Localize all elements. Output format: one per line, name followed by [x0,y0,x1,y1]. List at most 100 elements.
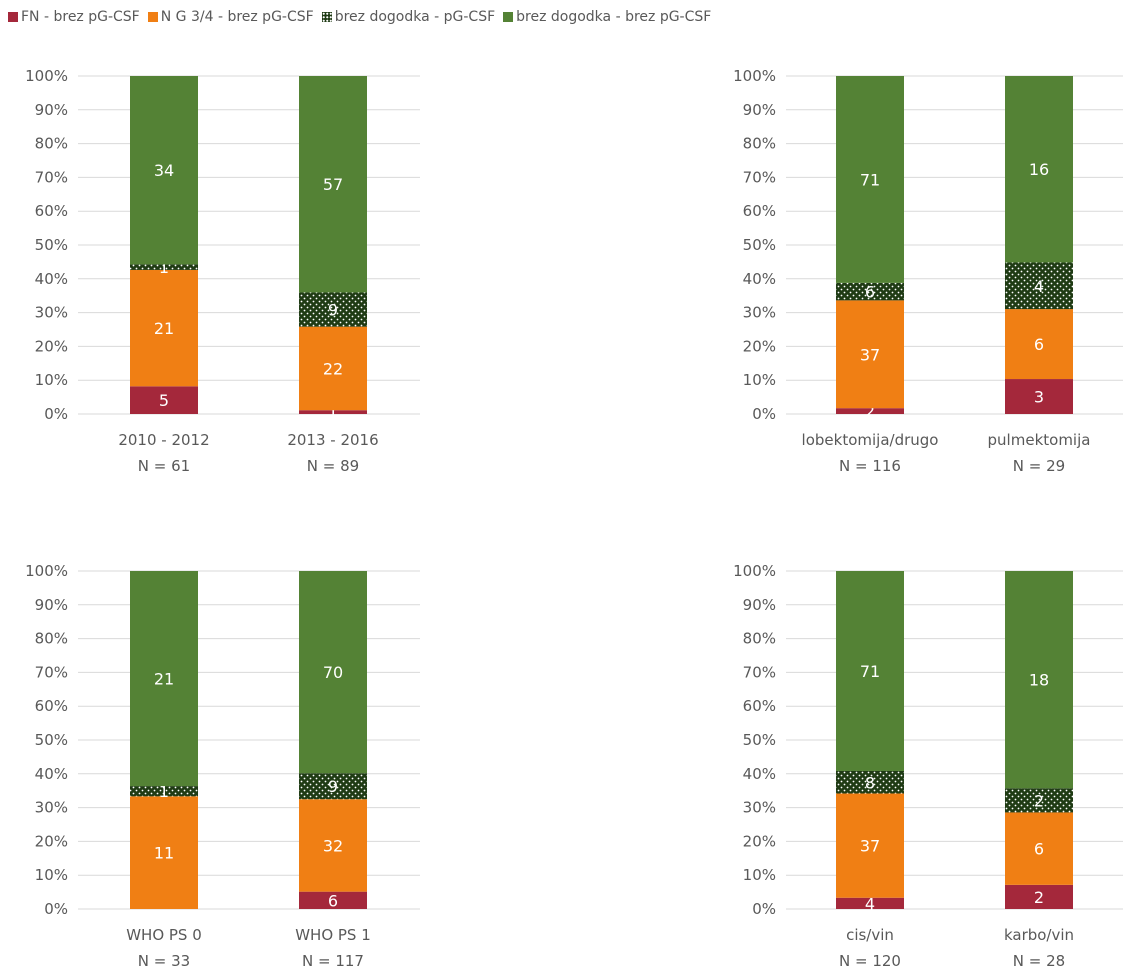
y-tick-label: 80% [743,630,776,648]
data-label: 32 [323,836,343,855]
y-tick-label: 10% [743,866,776,884]
bar-segment [1005,309,1073,380]
y-tick-label: 100% [25,67,68,85]
bar-segment [130,571,198,787]
data-label: 6 [1034,335,1044,354]
legend-swatch [503,12,514,22]
legend-item: FN - brez pG-CSF [8,9,140,25]
data-label: 22 [323,359,343,378]
data-label: 57 [323,175,343,194]
bar-segment [836,282,904,301]
y-tick-label: 40% [35,765,68,783]
y-tick-label: 0% [752,900,776,918]
y-tick-label: 10% [35,371,68,389]
data-label: 70 [323,663,343,682]
y-tick-label: 20% [35,337,68,355]
legend: FN - brez pG-CSF N G 3/4 - brez pG-CSF bre… [8,6,711,28]
data-label: 18 [1029,671,1049,690]
legend-label: brez dogodka - brez pG-CSF [516,9,712,25]
data-label: 6 [865,283,875,302]
data-label: 16 [1029,160,1049,179]
y-tick-label: 50% [743,731,776,749]
data-label: 5 [159,391,169,410]
bar-segment [1005,884,1073,909]
data-label: 4 [865,894,875,913]
y-tick-label: 40% [35,270,68,288]
legend-label: FN - brez pG-CSF [21,9,140,25]
y-tick-label: 60% [35,697,68,715]
bar-segment [1005,788,1073,813]
y-tick-label: 0% [44,405,68,423]
bar-segment [1005,812,1073,885]
legend-swatch [321,12,332,22]
data-label: 8 [865,773,875,792]
y-tick-label: 50% [743,236,776,254]
y-tick-label: 80% [743,135,776,153]
bar-segment [836,300,904,409]
y-tick-label: 40% [743,270,776,288]
y-tick-label: 90% [35,596,68,614]
category-n-label: N = 33 [138,952,190,970]
y-tick-label: 90% [743,596,776,614]
y-tick-label: 0% [44,900,68,918]
data-label: 1 [159,258,169,277]
data-label: 1 [159,782,169,801]
y-tick-label: 30% [35,304,68,322]
data-label: 1 [328,403,338,422]
y-tick-label: 60% [743,202,776,220]
chart-2: 0% 10% 20% 30% 40% 50% 60% 70% 80% 90% 100% 2 37 6 71 l… [733,67,1123,475]
y-tick-label: 80% [35,135,68,153]
data-label: 3 [1034,388,1044,407]
legend-label: N G 3/4 - brez pG-CSF [160,9,314,25]
bar-segment [130,76,198,265]
y-tick-label: 70% [35,663,68,681]
y-tick-label: 30% [743,304,776,322]
bar-segment [1005,262,1073,310]
bar-segment [130,386,198,414]
y-tick-label: 30% [743,799,776,817]
bar-segment [299,571,367,774]
category-n-label: N = 117 [302,952,364,970]
legend-item: N G 3/4 - brez pG-CSF [147,9,314,25]
bar-segment [1005,379,1073,414]
bar-segment [836,770,904,794]
y-tick-label: 70% [743,168,776,186]
category-label: pulmektomija [988,431,1091,449]
data-label: 6 [1034,840,1044,859]
y-tick-label: 50% [35,731,68,749]
category-label: WHO PS 1 [295,926,371,944]
bar-segment [1005,76,1073,263]
y-tick-label: 80% [35,630,68,648]
category-label: 2010 - 2012 [118,431,209,449]
bar-segment [836,897,904,909]
y-tick-label: 100% [733,562,776,580]
y-tick-label: 90% [35,101,68,119]
data-label: 37 [860,837,880,856]
data-label: 71 [860,662,880,681]
y-tick-label: 50% [35,236,68,254]
data-label: 9 [328,777,338,796]
data-label: 21 [154,319,174,338]
y-tick-label: 0% [752,405,776,423]
data-label: 2 [1034,888,1044,907]
data-label: 9 [328,301,338,320]
y-tick-label: 30% [35,799,68,817]
legend-item: brez dogodka - pG-CSF [321,9,496,25]
bar-segment [836,408,904,414]
bar-segment [836,571,904,771]
bar-segment [299,891,367,909]
data-label: 4 [1034,277,1044,296]
data-label: 2 [865,402,875,421]
y-tick-label: 20% [35,832,68,850]
y-tick-label: 60% [743,697,776,715]
y-tick-label: 40% [743,765,776,783]
category-n-label: N = 29 [1013,457,1065,475]
chart-3: 0%10%20%30%40%50%60%70%80%90%100%11121WH… [25,562,420,970]
bar-segment [130,796,198,909]
data-label: 71 [860,170,880,189]
data-label: 21 [154,670,174,689]
chart-1: 0% 10% 20% 30% 40% 50% 60% 70% 80% 90% 100% 5 21 1 34 2… [25,67,420,475]
legend-label: brez dogodka - pG-CSF [334,9,496,25]
category-label: WHO PS 0 [126,926,202,944]
data-label: 34 [154,161,174,180]
